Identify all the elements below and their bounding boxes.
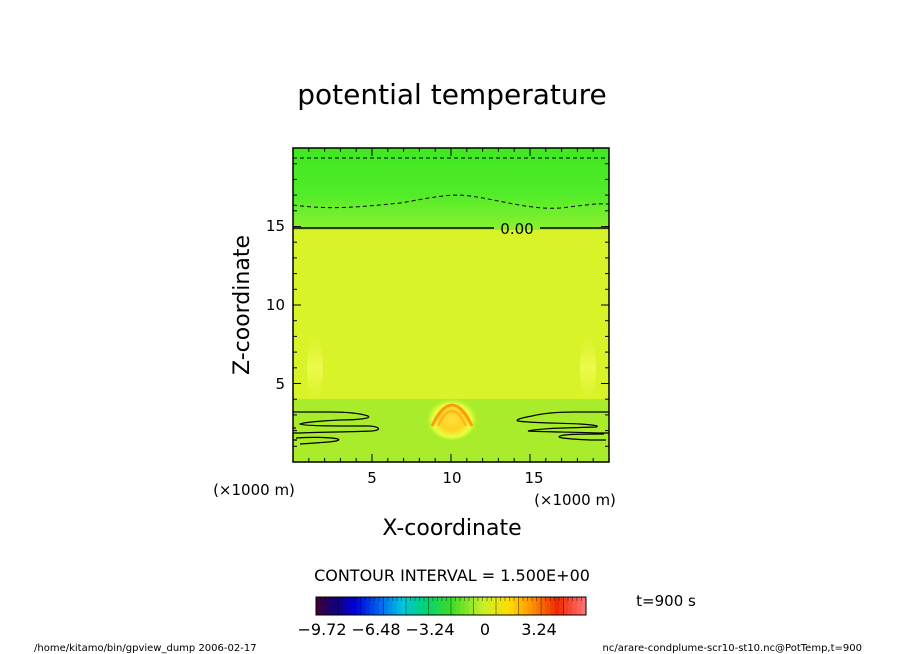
colorbar-cell <box>496 597 501 615</box>
colorbar-cell <box>320 597 326 615</box>
colorbar-cell <box>343 597 348 615</box>
colorbar-cell <box>329 597 335 615</box>
colorbar-cell <box>325 597 330 615</box>
colorbar-cell <box>365 597 371 615</box>
colorbar-cell <box>532 597 537 615</box>
plume-hotspot <box>426 396 478 440</box>
contour-dashed-wave <box>293 194 609 209</box>
colorbar-cell <box>559 597 564 615</box>
colorbar-cell <box>361 597 366 615</box>
colorbar-cell <box>473 597 479 615</box>
colorbar-cell <box>347 597 353 615</box>
colorbar-cell <box>316 597 321 615</box>
colorbar-cell <box>491 597 497 615</box>
left-edge-band <box>307 334 323 402</box>
colorbar-cell <box>572 597 578 615</box>
colorbar-label-2: −6.48 <box>351 620 400 639</box>
colorbar-cell <box>509 597 515 615</box>
colorbar-cell <box>514 597 519 615</box>
colorbar-cell <box>392 597 398 615</box>
colorbar-cell <box>437 597 443 615</box>
plot-field <box>293 148 609 462</box>
colorbar-cell <box>374 597 380 615</box>
x-tick-label-10: 10 <box>442 469 461 487</box>
upper-layer <box>293 148 609 230</box>
colorbar-cell <box>469 597 474 615</box>
colorbar-cell <box>536 597 542 615</box>
colorbar-cell <box>415 597 420 615</box>
colorbar-cell <box>455 597 461 615</box>
plume-arc-inner <box>437 410 467 427</box>
z-axis-label: Z-coordinate <box>230 235 255 375</box>
colorbar-cell <box>388 597 393 615</box>
colorbar-cell <box>383 597 389 615</box>
colorbar-cell <box>352 597 357 615</box>
colorbar-cell <box>370 597 375 615</box>
colorbar-cell <box>428 597 434 615</box>
colorbar <box>316 597 587 615</box>
colorbar-label-3: −3.24 <box>405 620 454 639</box>
x-tick-label-5: 5 <box>367 469 377 487</box>
colorbar-cell <box>568 597 573 615</box>
colorbar-cell <box>356 597 362 615</box>
z-axis-unit: (×1000 m) <box>213 481 295 499</box>
colorbar-cell <box>505 597 510 615</box>
contour-lower-right-2 <box>558 433 606 441</box>
colorbar-frame <box>315 596 587 616</box>
colorbar-label-5: 3.24 <box>521 620 557 639</box>
colorbar-cell <box>563 597 569 615</box>
footer-right: nc/arare-condplume-scr10-st10.nc@PotTemp… <box>603 643 862 654</box>
colorbar-cell <box>581 597 587 615</box>
chart-title: potential temperature <box>297 78 606 111</box>
colorbar-cell <box>554 597 560 615</box>
colorbar-cell <box>464 597 470 615</box>
z-tick-label-5: 5 <box>275 375 285 393</box>
z-tick-label-15: 15 <box>266 217 285 235</box>
colorbar-cell <box>379 597 384 615</box>
colorbar-cell <box>406 597 411 615</box>
colorbar-cell <box>446 597 452 615</box>
colorbar-cell <box>523 597 528 615</box>
z-tick-label-10: 10 <box>266 296 285 314</box>
colorbar-cell <box>397 597 402 615</box>
colorbar-cell <box>478 597 483 615</box>
right-edge-band <box>580 334 596 402</box>
colorbar-cell <box>482 597 488 615</box>
footer-left: /home/kitamo/bin/gpview_dump 2006-02-17 <box>34 643 257 654</box>
colorbar-cell <box>545 597 551 615</box>
colorbar-cell <box>442 597 447 615</box>
contour-lower-right-1 <box>516 411 609 434</box>
contour-lower-left-2 <box>295 436 340 445</box>
x-axis-label: X-coordinate <box>382 516 521 541</box>
colorbar-cell <box>419 597 425 615</box>
colorbar-cell <box>577 597 582 615</box>
colorbar-cell <box>401 597 407 615</box>
colorbar-cell <box>541 597 546 615</box>
colorbar-cell <box>334 597 339 615</box>
x-tick-label-15: 15 <box>524 469 543 487</box>
colorbar-cell <box>338 597 344 615</box>
colorbar-cell <box>424 597 429 615</box>
colorbar-label-1: −9.72 <box>297 620 346 639</box>
colorbar-cell <box>433 597 438 615</box>
time-label: t=900 s <box>636 592 696 610</box>
colorbar-cell <box>500 597 506 615</box>
contour-interval: CONTOUR INTERVAL = 1.500E+00 <box>314 566 590 585</box>
plume-arc-outer <box>430 403 474 427</box>
colorbar-cell <box>460 597 465 615</box>
x-axis-unit: (×1000 m) <box>534 491 616 509</box>
colorbar-cell <box>550 597 555 615</box>
contour-lower-left-1 <box>293 411 380 434</box>
colorbar-cell <box>487 597 492 615</box>
axis-ticks <box>293 148 609 462</box>
contour-label: 0.00 <box>500 220 533 238</box>
colorbar-cell <box>410 597 416 615</box>
colorbar-label-4: 0 <box>480 620 490 639</box>
colorbar-cell <box>518 597 524 615</box>
colorbar-cell <box>451 597 456 615</box>
colorbar-cell <box>527 597 533 615</box>
